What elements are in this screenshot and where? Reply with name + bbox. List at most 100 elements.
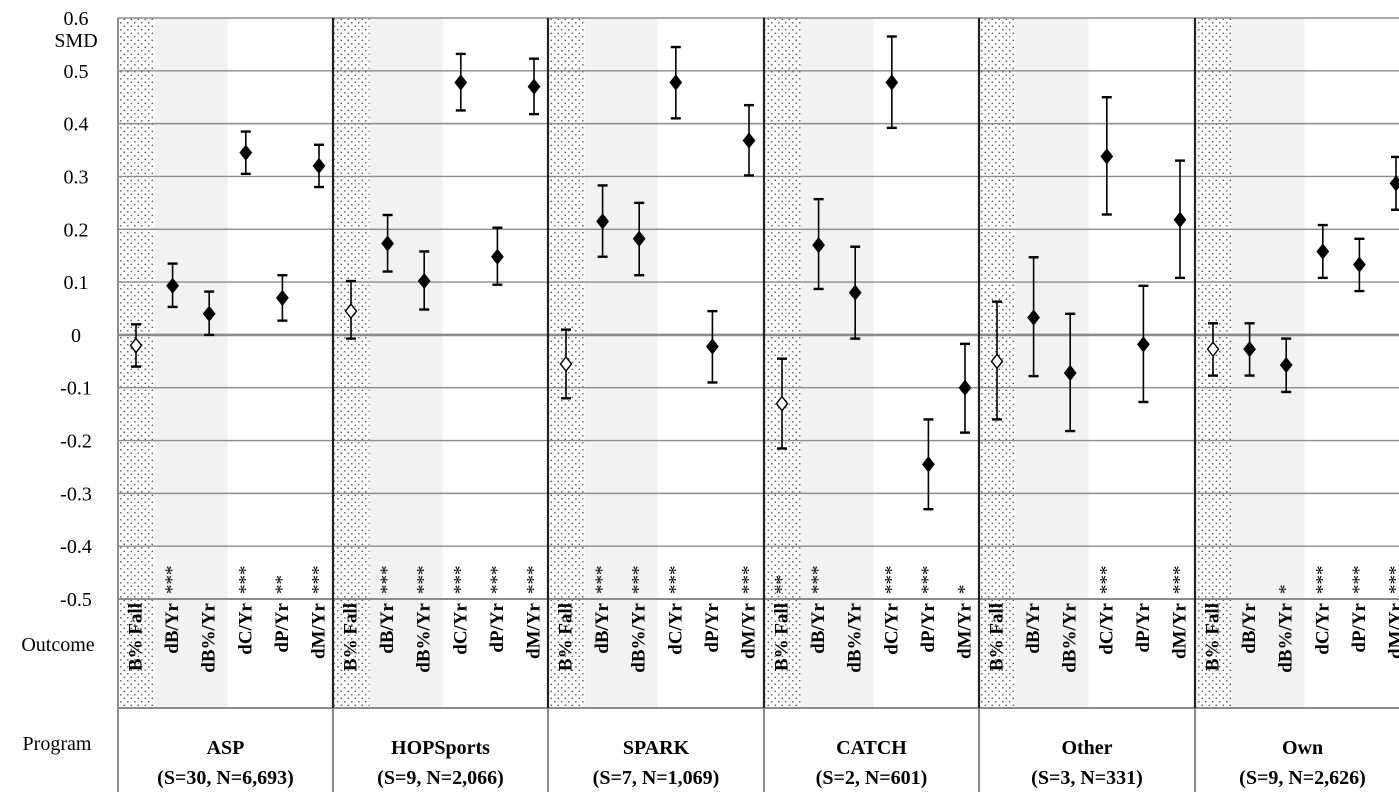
outcome-label: dB/Yr [1023,602,1044,653]
filled-diamond-point [454,74,468,91]
significance-stars: *** [739,566,760,595]
significance-stars: * [955,585,976,595]
program-name: ASP [207,737,245,759]
y-axis-title: SMD [54,30,97,52]
outcome-label: dP/Yr [1349,602,1370,652]
change-column-bg [154,18,228,708]
outcome-label: dB%/Yr [1060,602,1081,672]
outcome-label: dC/Yr [1312,602,1333,654]
outcome-label: dB/Yr [1239,602,1260,653]
filled-diamond-point [312,157,326,175]
outcome-label: dM/Yr [524,602,545,659]
outcome-label: dP/Yr [272,602,293,652]
filled-diamond-point [239,144,253,161]
significance-stars: *** [1312,566,1333,595]
outcome-label: dP/Yr [918,602,939,652]
filled-diamond-point [276,289,289,307]
outcome-label: B% Fall [556,603,577,671]
outcome-label: dB%/Yr [1276,602,1297,672]
change-column-bg [800,18,874,708]
significance-stars: *** [1096,566,1117,595]
outcome-label: B% Fall [987,603,1008,671]
change-column-bg [1015,18,1089,708]
outcome-label: dM/Yr [309,602,330,659]
filled-diamond-point [527,78,541,95]
y-tick-label: -0.5 [60,589,92,611]
filled-diamond-point [596,213,609,230]
filled-diamond-point [1389,175,1399,192]
program-sample-size: (S=9, N=2,626) [1239,767,1366,789]
significance-stars: *** [1386,566,1399,595]
filled-diamond-point [417,272,431,290]
significance-stars: *** [450,566,471,595]
outcome-label: B% Fall [772,603,793,671]
filled-diamond-point [381,235,394,252]
significance-stars: ** [772,575,793,594]
filled-diamond-point [1279,356,1293,374]
significance-stars: *** [235,566,256,595]
y-tick-label: -0.2 [60,431,92,453]
program-name: Other [1061,737,1112,759]
y-tick-label: 0.5 [64,61,89,83]
outcome-label: dM/Yr [955,602,976,659]
outcome-label: dC/Yr [665,602,686,654]
y-tick-label: 0.1 [64,272,89,294]
filled-diamond-point [491,248,504,265]
program-sample-size: (S=2, N=601) [816,767,928,789]
significance-stars: *** [1349,566,1370,595]
program-sample-size: (S=3, N=331) [1031,767,1143,789]
filled-diamond-point [922,456,935,473]
significance-stars: *** [808,566,829,595]
significance-stars: * [1276,585,1297,595]
program-name: HOPSports [391,737,490,759]
open-diamond-point [344,303,358,320]
significance-stars: *** [629,566,650,595]
outcome-label: dP/Yr [1133,602,1154,652]
y-tick-label: -0.4 [60,536,92,558]
y-tick-label: 0.6 [64,8,89,30]
baseline-column-bg [334,18,370,708]
program-name: Own [1282,737,1323,759]
outcome-label: dB/Yr [808,602,829,653]
outcome-label: dB%/Yr [629,602,650,672]
y-tick-label: 0.4 [64,114,89,136]
outcome-label: dM/Yr [1386,602,1399,659]
open-diamond-point [1206,341,1220,358]
significance-stars: *** [309,566,330,595]
filled-diamond-point [706,338,719,355]
outcome-label: dP/Yr [702,602,723,652]
outcome-label: dB/Yr [592,602,613,653]
open-diamond-point [129,337,143,354]
filled-diamond-point [1100,148,1114,165]
filled-diamond-point [812,236,825,254]
outcome-label: dB%/Yr [414,602,435,672]
outcome-label: dB%/Yr [199,602,220,672]
filled-diamond-point [1316,243,1330,260]
filled-diamond-point [166,277,179,294]
y-tick-label: -0.3 [60,483,92,505]
filled-diamond-point [848,284,862,301]
y-tick-label: 0 [71,325,81,347]
outcome-label: B% Fall [341,603,362,671]
program-sample-size: (S=9, N=2,066) [377,767,504,789]
significance-stars: *** [665,566,686,595]
significance-stars: *** [524,566,545,595]
open-diamond-point [559,355,573,373]
outcome-label: dC/Yr [1096,602,1117,654]
outcome-label: dB/Yr [162,602,183,653]
filled-diamond-point [885,74,899,91]
filled-diamond-point [1027,309,1040,326]
outcome-label: dC/Yr [450,602,471,654]
outcome-label: B% Fall [1203,603,1224,671]
filled-diamond-point [632,230,646,247]
outcome-label: dC/Yr [881,602,902,654]
open-diamond-point [990,353,1004,370]
filled-diamond-point [202,305,216,322]
filled-diamond-point [1173,211,1187,228]
program-row-label: Program [23,733,92,755]
significance-stars: *** [1170,566,1191,595]
outcome-label: dP/Yr [487,602,508,652]
significance-stars: *** [162,566,183,595]
outcome-label: dB%/Yr [845,602,866,672]
